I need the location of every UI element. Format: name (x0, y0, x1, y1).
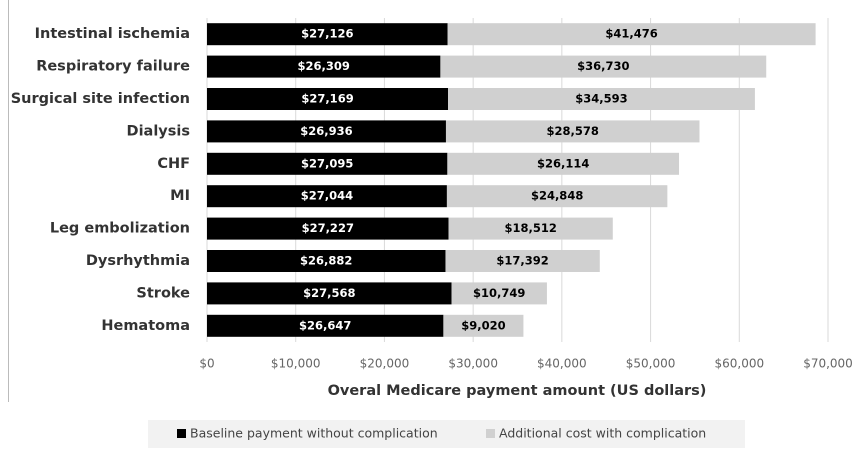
category-label: Surgical site infection (11, 91, 190, 107)
category-label: MI (170, 188, 190, 204)
value-label: $9,020 (461, 318, 505, 332)
bar-segment (451, 282, 547, 305)
bar-segment (207, 152, 448, 175)
legend-swatch (177, 429, 186, 438)
value-label: $27,095 (301, 156, 353, 170)
legend-swatch (486, 429, 495, 438)
bar-segment (445, 120, 700, 143)
bar-segment (440, 55, 767, 78)
x-tick-label: $30,000 (448, 357, 498, 371)
value-label: $27,227 (302, 221, 354, 235)
value-label: $27,169 (301, 92, 353, 106)
category-label: Stroke (136, 285, 190, 301)
x-tick-label: $20,000 (360, 357, 410, 371)
value-label: $28,578 (547, 124, 599, 138)
bar-segment (207, 120, 446, 143)
x-tick-label: $60,000 (714, 357, 764, 371)
bar-segment (445, 250, 600, 272)
x-axis-title: Overal Medicare payment amount (US dolla… (328, 383, 707, 399)
bar-segment (207, 282, 452, 305)
x-tick-label: $10,000 (271, 357, 321, 371)
bar-segment (207, 88, 449, 110)
bar-segment (447, 152, 680, 175)
legend-box (148, 420, 745, 448)
value-label: $26,936 (300, 124, 352, 138)
x-tick-label: $40,000 (537, 357, 587, 371)
bar-segment (443, 314, 524, 337)
bar-segment (207, 217, 449, 240)
value-label: $10,749 (473, 286, 525, 300)
value-label: $27,044 (301, 189, 353, 203)
bar-segment (207, 23, 448, 46)
legend-label: Baseline payment without complication (190, 426, 438, 441)
bar-segment (446, 185, 668, 208)
bar-segment (447, 23, 816, 46)
value-label: $26,309 (298, 59, 350, 73)
category-label: Dysrhythmia (86, 253, 190, 269)
x-tick-label: $0 (199, 357, 214, 371)
value-label: $27,126 (301, 27, 353, 41)
value-label: $17,392 (496, 254, 548, 268)
category-label: Respiratory failure (36, 59, 190, 75)
value-label: $26,647 (299, 318, 351, 332)
bar-segment (448, 217, 613, 240)
bar-segment (207, 314, 444, 337)
category-label: Hematoma (101, 318, 190, 334)
bar-segment (207, 185, 447, 208)
value-label: $26,114 (537, 156, 589, 170)
category-label: Dialysis (127, 123, 190, 139)
value-label: $27,568 (303, 286, 355, 300)
x-tick-label: $70,000 (803, 357, 853, 371)
bar-segment (207, 250, 446, 272)
bar-segment (207, 55, 441, 78)
value-label: $36,730 (577, 59, 629, 73)
category-label: Leg embolization (50, 221, 190, 237)
x-tick-label: $50,000 (626, 357, 676, 371)
value-label: $18,512 (504, 221, 556, 235)
legend-label: Additional cost with complication (499, 426, 706, 441)
value-label: $24,848 (531, 189, 583, 203)
category-label: Intestinal ischemia (35, 26, 190, 42)
value-label: $26,882 (300, 254, 352, 268)
bar-segment (448, 88, 755, 110)
category-label: CHF (157, 156, 190, 172)
value-label: $41,476 (605, 27, 657, 41)
value-label: $34,593 (575, 92, 627, 106)
